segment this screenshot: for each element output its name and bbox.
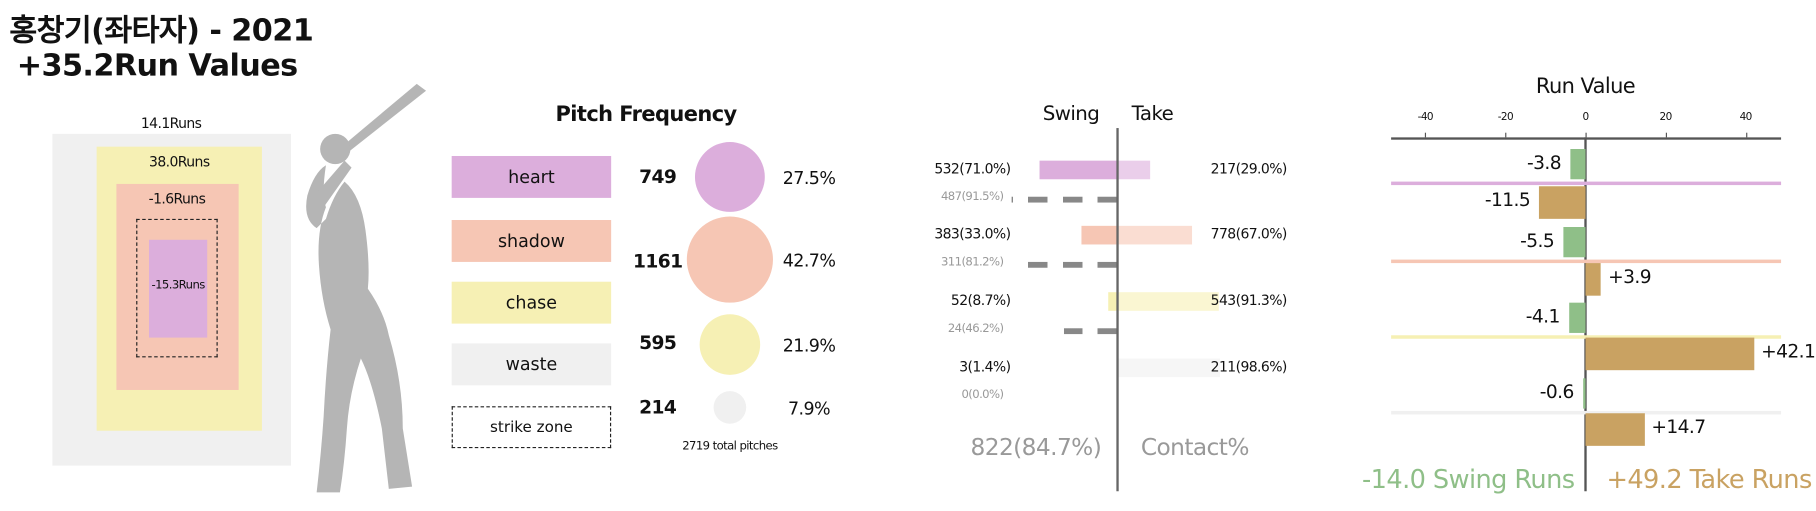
take-header: Take <box>1131 102 1174 126</box>
waste-take-run-bar <box>1585 413 1645 446</box>
heart-swing-bar <box>1039 160 1118 180</box>
swing-take-axis <box>1116 128 1119 492</box>
chase-swing-run-bar <box>1569 302 1586 333</box>
heart-pct: 27.5% <box>782 167 836 189</box>
axis-tick-label: -40 <box>1417 111 1434 124</box>
axis-tick <box>1585 132 1587 138</box>
axis-tick-label: 40 <box>1739 111 1753 124</box>
heart-row-divider <box>1391 181 1782 186</box>
heart-contact-dash <box>1011 196 1118 203</box>
shadow-take-run-label: +3.9 <box>1608 265 1652 288</box>
waste-label: waste <box>451 343 612 386</box>
chase-swing-bar <box>1107 292 1118 311</box>
chase-take-label: 543(91.3%) <box>1210 292 1288 309</box>
waste-swing-run-bar <box>1583 378 1586 409</box>
waste-row-divider <box>1391 410 1782 415</box>
shadow-swing-bar <box>1081 225 1118 245</box>
heart-circle <box>694 142 765 212</box>
heart-take-bar <box>1117 160 1150 180</box>
axis-tick-label: 0 <box>1582 111 1589 124</box>
shadow-swing-label: 383(33.0%) <box>934 225 1011 243</box>
shadow-circle <box>686 216 773 303</box>
heart-contact-label: 487(91.5%) <box>940 190 1004 204</box>
shadow-take-run-bar <box>1585 263 1602 296</box>
axis-tick <box>1505 132 1507 138</box>
axis-tick <box>1745 132 1747 138</box>
chase-circle <box>699 314 761 375</box>
chase-swing-label: 52(8.7%) <box>950 292 1011 309</box>
waste-contact-label: 0(0.0%) <box>961 388 1004 402</box>
heart-zone <box>149 239 208 338</box>
batter-silhouette-icon <box>306 83 427 493</box>
chase-contact-label: 24(46.2%) <box>947 322 1004 336</box>
chase-contact-dash <box>1063 328 1118 335</box>
swing-runs-total: -14.0 Swing Runs <box>1361 465 1575 495</box>
axis-tick-label: 20 <box>1659 111 1673 124</box>
contact-label: Contact% <box>1140 433 1250 461</box>
waste-circle <box>713 391 747 424</box>
shadow-label: shadow <box>451 220 612 262</box>
strike-zone-outline <box>136 218 218 358</box>
heart-take-run-bar <box>1539 186 1586 219</box>
total-pitches: 2719 total pitches <box>682 440 778 453</box>
waste-swing-label: 3(1.4%) <box>959 358 1011 375</box>
heart-take-label: 217(29.0%) <box>1210 160 1288 177</box>
axis-tick <box>1425 132 1427 138</box>
shadow-zone-runs: -1.6Runs <box>148 190 206 208</box>
waste-take-bar <box>1117 358 1220 378</box>
shadow-contact-label: 311(81.2%) <box>940 256 1004 269</box>
zero-line <box>1584 137 1587 492</box>
waste-count: 214 <box>639 395 677 418</box>
strike-zone-legend: strike zone <box>451 406 612 449</box>
waste-take-label: 211(98.6%) <box>1210 358 1288 375</box>
chase-count: 595 <box>639 331 677 354</box>
heart-swing-label: 532(71.0%) <box>934 160 1011 177</box>
player-title: 홍창기(좌타자) - 2021 <box>9 13 314 49</box>
shadow-row-divider <box>1391 259 1782 264</box>
pitch-frequency-title: Pitch Frequency <box>555 102 738 127</box>
take-runs-total: +49.2 Take Runs <box>1606 465 1812 495</box>
shadow-take-label: 778(67.0%) <box>1210 225 1288 243</box>
shadow-pct: 42.7% <box>782 250 836 272</box>
total-run-value: +35.2Run Values <box>16 48 298 84</box>
shadow-count: 1161 <box>632 250 683 273</box>
shadow-take-bar <box>1117 225 1192 245</box>
heart-label: heart <box>451 155 612 198</box>
waste-take-run-label: +14.7 <box>1651 415 1706 438</box>
run-value-title: Run Value <box>1535 74 1636 99</box>
chase-pct: 21.9% <box>782 335 836 357</box>
waste-pct: 7.9% <box>788 398 831 420</box>
heart-swing-run-bar <box>1570 149 1586 180</box>
heart-zone-runs: -15.3Runs <box>151 279 205 293</box>
chase-swing-run-label: -4.1 <box>1525 304 1561 328</box>
heart-swing-run-label: -3.8 <box>1526 151 1562 174</box>
chase-label: chase <box>451 281 612 324</box>
contact-total: 822(84.7%) <box>970 433 1102 461</box>
axis-tick <box>1665 132 1667 138</box>
chase-row-divider <box>1391 335 1782 339</box>
chase-take-run-label: +42.1 <box>1761 339 1816 363</box>
waste-swing-run-label: -0.6 <box>1539 380 1575 403</box>
chase-zone-runs: 38.0Runs <box>149 153 210 170</box>
chase-take-run-bar <box>1585 337 1755 371</box>
waste-zone-runs: 14.1Runs <box>140 115 202 132</box>
swing-header: Swing <box>1042 102 1100 126</box>
shadow-swing-run-bar <box>1563 226 1586 258</box>
heart-take-run-label: -11.5 <box>1484 188 1531 211</box>
shadow-swing-run-label: -5.5 <box>1520 229 1555 252</box>
chase-take-bar <box>1117 292 1219 311</box>
shadow-contact-dash <box>1023 261 1118 268</box>
heart-count: 749 <box>639 165 677 188</box>
axis-tick-label: -20 <box>1497 111 1514 124</box>
